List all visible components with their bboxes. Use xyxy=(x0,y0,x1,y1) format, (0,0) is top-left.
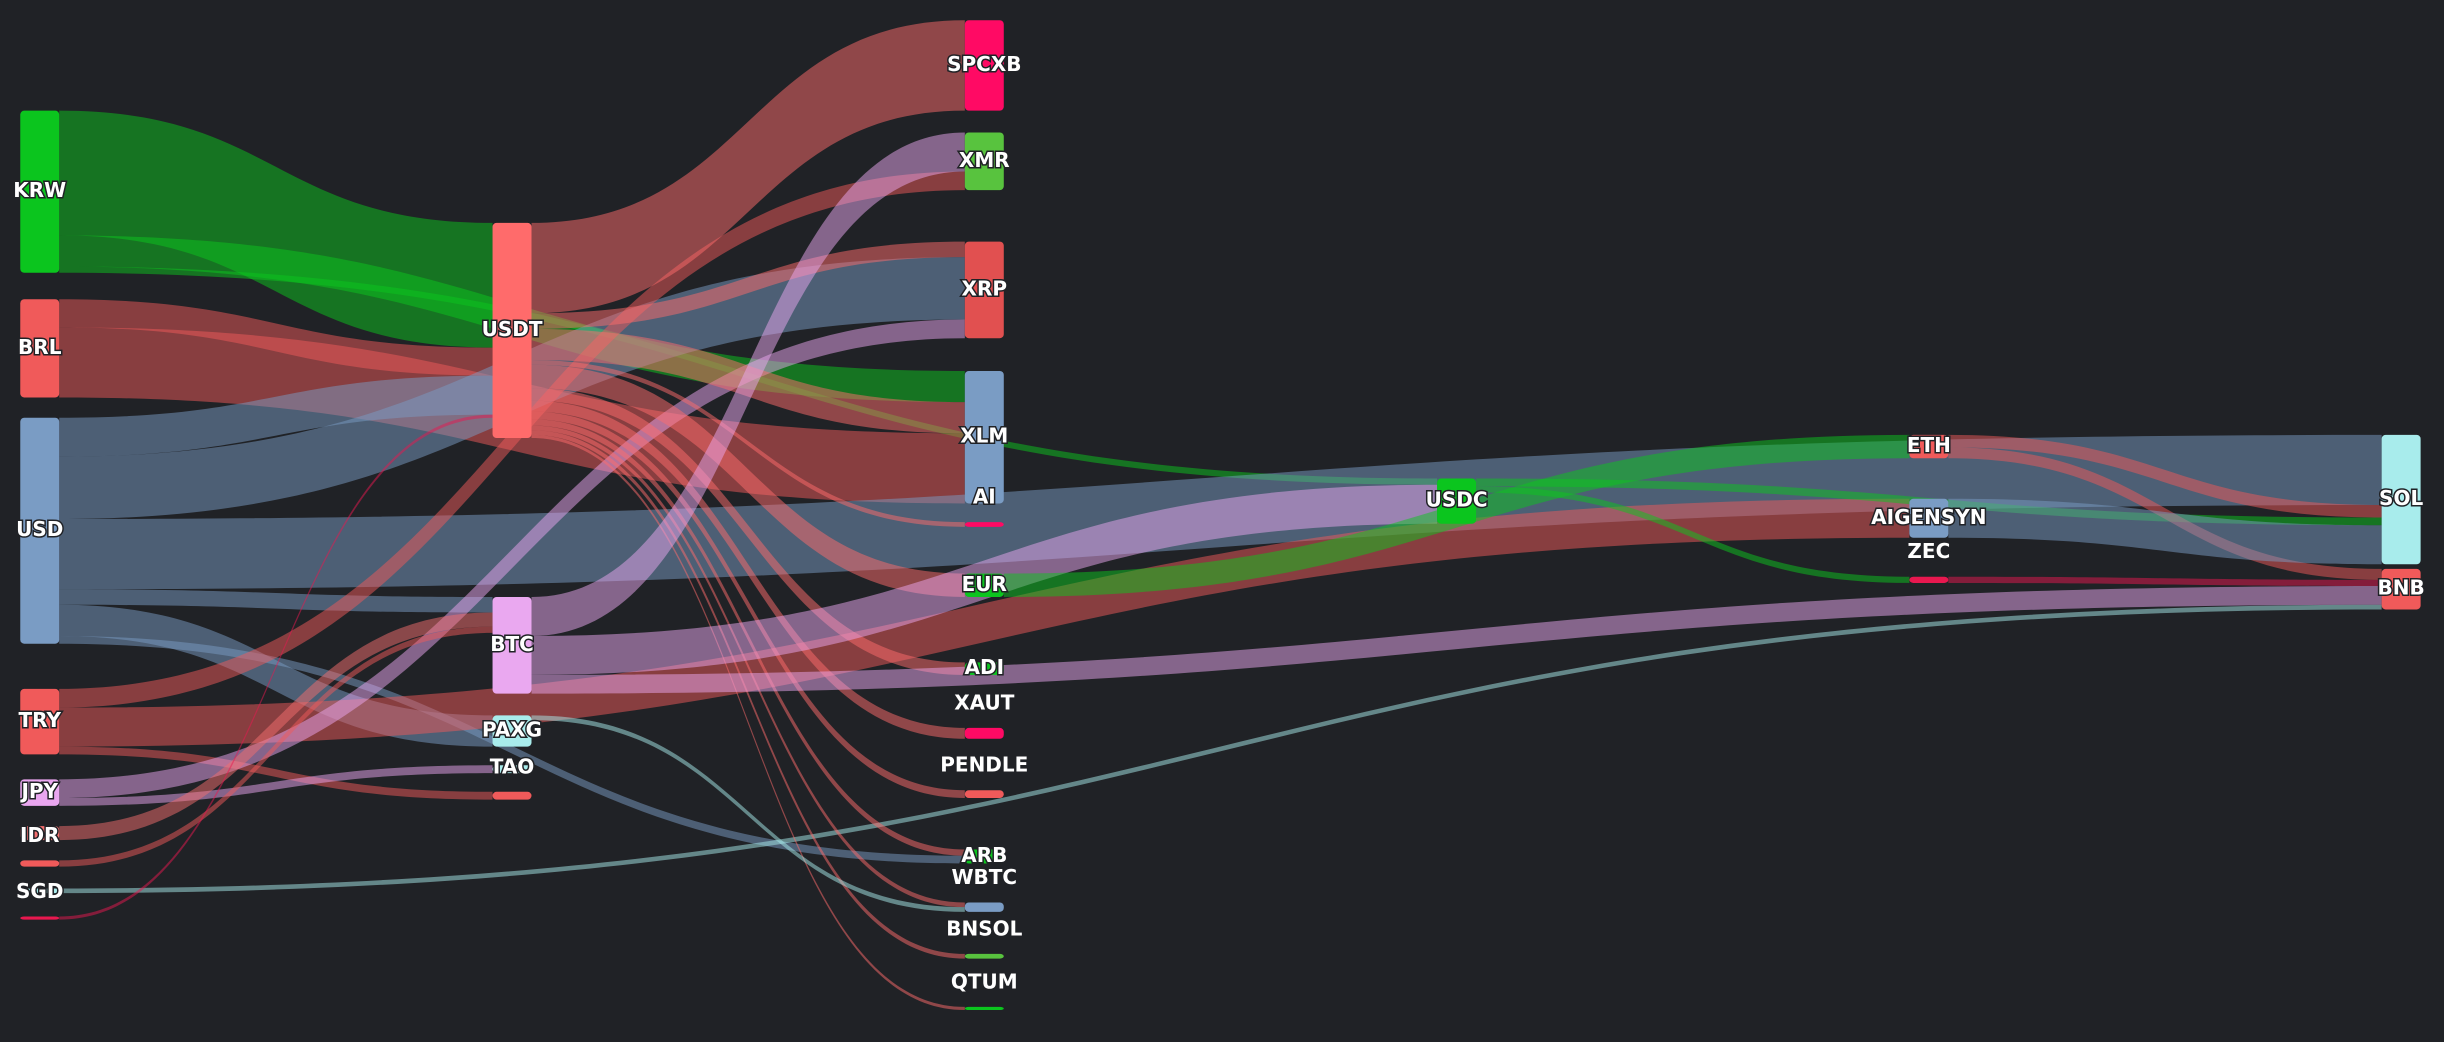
node-label: BNSOL xyxy=(946,916,1022,940)
flow-link xyxy=(59,414,493,920)
node-label: AIGENSYN xyxy=(1871,505,1986,529)
node xyxy=(964,662,1004,675)
node-label: BTC xyxy=(490,632,534,656)
node-label: SGD xyxy=(16,879,63,903)
flow-link xyxy=(59,626,493,867)
flow-link xyxy=(531,434,965,1011)
flow-link xyxy=(1476,486,1910,583)
node-label: USDC xyxy=(1426,488,1488,512)
flow-link xyxy=(59,319,965,799)
node xyxy=(1909,434,1949,459)
node-label: TRY xyxy=(19,708,62,732)
node-label: AI xyxy=(973,485,996,509)
flow-link xyxy=(59,612,493,841)
node xyxy=(964,790,1004,799)
node xyxy=(20,417,60,644)
node xyxy=(20,779,60,806)
node-label: XMR xyxy=(959,148,1010,172)
node-label: USD xyxy=(16,517,63,541)
node-label: WBTC xyxy=(951,865,1017,889)
node xyxy=(964,20,1004,111)
node xyxy=(20,826,60,841)
node-label: QTUM xyxy=(951,969,1018,993)
flow-link xyxy=(531,132,965,636)
node-label: PAXG xyxy=(482,718,542,742)
node-label: KRW xyxy=(13,178,66,202)
node xyxy=(1909,498,1949,538)
node xyxy=(964,953,1004,959)
node-label: ARB xyxy=(961,843,1007,867)
node-label: SOL xyxy=(2379,486,2423,510)
node xyxy=(20,688,60,755)
flow-link xyxy=(531,20,965,314)
flow-link xyxy=(531,364,965,597)
flow-link xyxy=(531,425,965,908)
node-label: BRL xyxy=(18,335,62,359)
node xyxy=(2381,434,2421,565)
node xyxy=(964,1006,1004,1011)
node xyxy=(964,573,1004,597)
node-label: SPCXB xyxy=(947,52,1021,76)
flow-link xyxy=(59,299,493,376)
node xyxy=(1909,576,1949,583)
flow-link xyxy=(59,171,965,708)
node-label: ZEC xyxy=(1907,539,1950,563)
node xyxy=(492,765,532,774)
node xyxy=(964,849,1004,864)
node xyxy=(964,241,1004,339)
flow-link xyxy=(531,400,965,739)
node-label: PENDLE xyxy=(940,753,1028,777)
node xyxy=(492,715,532,747)
flow-link xyxy=(59,604,2382,894)
node xyxy=(20,299,60,398)
node-label: JPY xyxy=(19,779,58,803)
node xyxy=(492,222,532,438)
node xyxy=(1437,478,1477,524)
node xyxy=(20,110,60,273)
node xyxy=(492,791,532,800)
flow-link xyxy=(1948,498,2382,565)
flow-link xyxy=(1948,434,2382,518)
node xyxy=(964,370,1004,504)
node-label: ETH xyxy=(1907,433,1951,457)
node-label: IDR xyxy=(20,823,59,847)
flow-link xyxy=(531,388,965,675)
flow-link xyxy=(59,746,493,800)
flow-link xyxy=(59,589,493,613)
node xyxy=(964,727,1004,739)
nodes: KRW BRL USD TRY JPY IDR SGD USDT BTC PAXG TAO SPCXB… xyxy=(12,20,2426,1011)
node xyxy=(492,596,532,694)
node xyxy=(2381,568,2421,610)
node-label: ADI xyxy=(965,655,1005,679)
node xyxy=(20,888,60,894)
node xyxy=(20,860,60,867)
node-label: XRP xyxy=(962,276,1007,300)
flow-link xyxy=(531,241,965,329)
node xyxy=(20,916,60,920)
flow-link xyxy=(531,411,965,799)
flow-link xyxy=(59,635,965,864)
flow-link xyxy=(1948,576,2382,587)
flow-link xyxy=(531,360,965,527)
node-label: TAO xyxy=(490,754,535,778)
node-label: EUR xyxy=(962,572,1007,596)
flow-link xyxy=(59,375,493,457)
node-label: XLM xyxy=(960,424,1008,448)
node-label: XAUT xyxy=(954,690,1015,714)
node xyxy=(964,132,1004,191)
node-label: BNB xyxy=(2378,576,2425,600)
node xyxy=(964,902,1004,912)
flow-link xyxy=(531,430,965,959)
flow-link xyxy=(59,498,1910,747)
flow-link xyxy=(59,765,493,806)
flow-link xyxy=(531,715,965,912)
node xyxy=(964,522,1004,527)
node-label: USDT xyxy=(482,317,543,341)
